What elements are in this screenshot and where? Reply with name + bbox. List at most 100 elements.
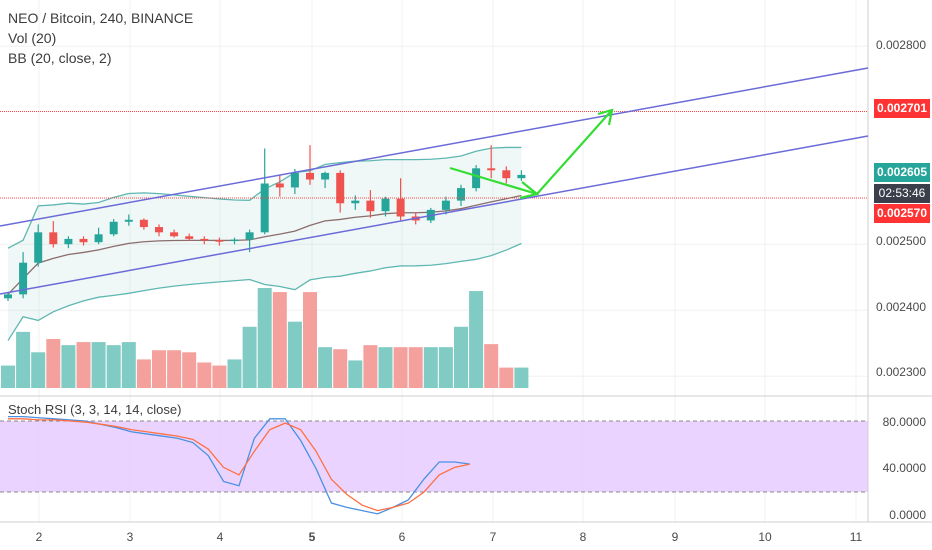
rsi-label: 40.0000 [882, 461, 926, 475]
volume-bar [106, 345, 121, 388]
candle-body [215, 240, 224, 242]
time-label: 11 [849, 530, 863, 544]
volume-bar [514, 367, 529, 388]
candle-body [381, 198, 390, 212]
candle-body [49, 232, 58, 245]
candle-body [94, 234, 103, 243]
volume-legend[interactable]: Vol (20) [8, 30, 57, 46]
rsi-label: 80.0000 [882, 415, 926, 429]
volume-bar [167, 350, 182, 388]
drawings [0, 67, 869, 295]
volume-bar [242, 326, 257, 388]
bb-lower [7, 242, 522, 341]
candle-body [34, 232, 43, 263]
volume-bar [484, 344, 499, 388]
stoch-rsi-lines [8, 415, 471, 515]
volume-bar [272, 292, 287, 388]
legend: NEO / Bitcoin, 240, BINANCE Vol (20) BB … [8, 8, 193, 68]
candle-body [441, 200, 450, 210]
price-label: 0.002500 [875, 234, 926, 248]
symbol-title[interactable]: NEO / Bitcoin, 240, BINANCE [8, 10, 194, 26]
volume-bar [61, 345, 76, 388]
candle-body [200, 238, 209, 241]
volume-bar [303, 292, 317, 388]
candle-body [306, 172, 314, 180]
candle-body [275, 183, 284, 188]
candle-body [109, 221, 118, 235]
volume-bar [121, 342, 136, 388]
channel-upper-line [0, 67, 869, 227]
bb-basis [7, 194, 522, 295]
candle-body [472, 168, 481, 189]
time-label: 10 [758, 530, 772, 544]
candle-body [124, 219, 133, 222]
volume-bar [393, 347, 408, 388]
stoch-rsi-legend[interactable]: Stoch RSI (3, 3, 14, 14, close) [8, 402, 182, 417]
volume-bar [257, 288, 272, 388]
volume-bar [31, 352, 46, 388]
arrow-head [519, 181, 540, 200]
volume-bar [76, 342, 91, 388]
volume-bar [363, 345, 378, 388]
time-label: 8 [579, 530, 587, 544]
candle-body [155, 227, 163, 233]
candle-body [260, 183, 269, 233]
stoch-d-line [8, 418, 471, 512]
candle-body [64, 238, 73, 245]
volume-bar [227, 359, 242, 388]
time-label: 6 [398, 530, 406, 544]
candle-body [517, 174, 526, 179]
candle-body [139, 219, 148, 228]
price-label: 0.002800 [875, 38, 926, 52]
bb-fill [8, 147, 522, 341]
arrow-head [597, 108, 614, 126]
volume-bar [318, 347, 333, 388]
candles [4, 145, 526, 301]
candle-body [487, 168, 496, 171]
volume-bar [378, 347, 393, 388]
volume-bar [46, 339, 61, 388]
volume-bar [499, 367, 514, 388]
support-price-tag: 0.002570 [874, 204, 930, 223]
candle-body [245, 232, 254, 240]
volume-bar [1, 365, 15, 388]
candle-body [321, 172, 330, 180]
volume-bar [152, 350, 166, 388]
time-label: 2 [35, 530, 43, 544]
candle-body [230, 239, 239, 242]
bar-countdown-tag: 02:53:46 [874, 184, 930, 203]
volume-bar [423, 347, 438, 388]
candle-body [366, 200, 375, 212]
volume-bar [287, 321, 302, 388]
bb-legend[interactable]: BB (20, close, 2) [8, 50, 112, 66]
candle-body [79, 238, 88, 243]
volume-bar [348, 360, 363, 388]
volume-bar [333, 349, 348, 388]
time-label: 4 [216, 530, 224, 544]
volume-bar [197, 362, 212, 388]
candle-body [457, 188, 465, 201]
time-label: 3 [126, 530, 134, 544]
resistance-price-tag: 0.002701 [874, 99, 930, 118]
candle-body [185, 236, 194, 239]
price-label: 0.002400 [875, 300, 926, 314]
volume-bar [212, 365, 227, 388]
candle-body [336, 172, 345, 204]
time-label: 9 [671, 530, 679, 544]
volume-bar [408, 347, 423, 388]
time-label: 5 [308, 530, 316, 544]
time-label: 7 [489, 530, 497, 544]
candle-body [290, 172, 299, 188]
volume-bar [91, 342, 106, 388]
candle-body [396, 198, 405, 217]
candle-body [502, 170, 511, 179]
current-price-tag: 0.002605 [874, 163, 930, 182]
volume-bar [136, 359, 151, 388]
volume-bars [1, 288, 529, 388]
volume-bar [182, 352, 197, 388]
volume-bar [438, 347, 453, 388]
candle-body [170, 232, 179, 237]
volume-bar [454, 326, 468, 388]
